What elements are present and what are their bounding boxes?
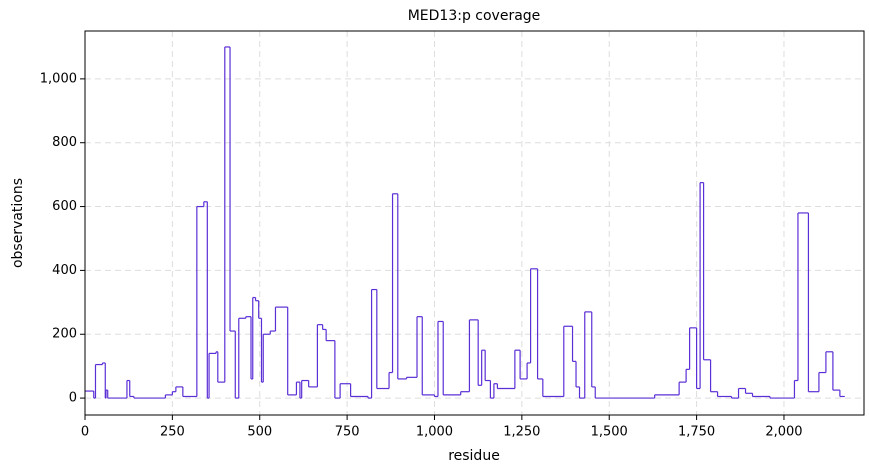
y-tick-label: 0 bbox=[69, 391, 77, 406]
x-tick-label: 1,250 bbox=[503, 425, 540, 440]
y-axis-label: observations bbox=[10, 178, 26, 268]
y-tick-label: 400 bbox=[52, 263, 77, 278]
y-tick-label: 200 bbox=[52, 327, 77, 342]
x-tick-label: 1,000 bbox=[416, 425, 453, 440]
chart-title: MED13:p coverage bbox=[408, 8, 541, 24]
x-tick-label: 1,750 bbox=[678, 425, 715, 440]
y-tick-label: 1,000 bbox=[40, 71, 77, 86]
x-tick-label: 2,000 bbox=[765, 425, 802, 440]
x-tick-label: 750 bbox=[335, 425, 360, 440]
y-tick-label: 800 bbox=[52, 135, 77, 150]
x-tick-label: 500 bbox=[247, 425, 272, 440]
plot-frame bbox=[84, 30, 865, 416]
x-axis-label: residue bbox=[448, 448, 500, 464]
x-tick-label: 1,500 bbox=[591, 425, 628, 440]
x-tick-label: 0 bbox=[81, 425, 89, 440]
y-tick-label: 600 bbox=[52, 199, 77, 214]
x-tick-label: 250 bbox=[160, 425, 185, 440]
